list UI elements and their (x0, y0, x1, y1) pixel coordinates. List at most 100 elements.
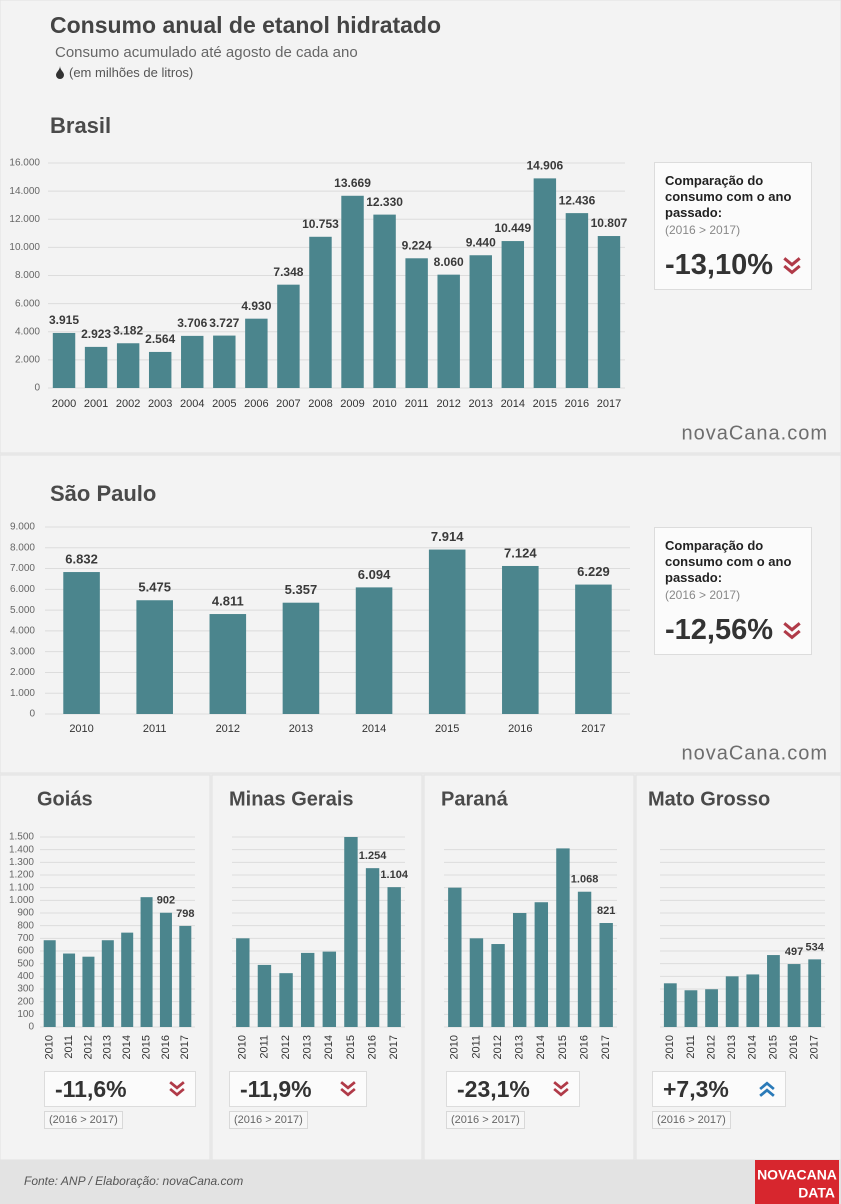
value-label: 3.706 (177, 316, 207, 330)
comparison-period: (2016 > 2017) (665, 588, 741, 602)
y-tick-label: 7.000 (10, 563, 35, 574)
x-tick-label: 2017 (600, 1035, 612, 1059)
x-tick-label: 2013 (726, 1035, 738, 1059)
bar (300, 952, 315, 1027)
bar (808, 959, 822, 1027)
x-tick-label: 2017 (388, 1035, 400, 1059)
bar (725, 976, 739, 1027)
value-label: 6.229 (577, 564, 610, 579)
bar (512, 913, 527, 1027)
x-tick-label: 2004 (180, 398, 204, 410)
comparison-box: Comparação do consumo com o ano passado:… (654, 527, 812, 655)
x-tick-label: 2016 (366, 1035, 378, 1059)
y-tick-label: 1.500 (9, 832, 34, 843)
comparison-change: -11,6% (55, 1075, 127, 1102)
bar (684, 990, 698, 1027)
logo-top: NOVACANA (757, 1167, 837, 1183)
comparison-box: Comparação do consumo com o ano passado:… (654, 162, 812, 290)
x-tick-label: 2017 (179, 1035, 191, 1059)
trend-arrow (783, 256, 801, 274)
value-label: 3.182 (113, 323, 143, 337)
bar (309, 236, 332, 388)
bar (767, 955, 780, 1027)
bar (52, 332, 76, 388)
bar (322, 951, 337, 1027)
x-tick-label: 2014 (747, 1035, 759, 1059)
bar (209, 614, 247, 714)
chevrons (783, 256, 801, 274)
y-tick-label: 1.000 (10, 688, 35, 699)
value-label: 7.914 (431, 529, 464, 544)
value-label: 2.923 (81, 327, 111, 341)
bar (140, 897, 153, 1027)
bar (344, 837, 358, 1027)
bar (575, 584, 612, 714)
section-title: Mato Grosso (648, 788, 770, 810)
x-tick-label: 2010 (237, 1035, 249, 1059)
trend-arrow (783, 621, 801, 639)
bar (705, 989, 718, 1027)
x-tick-label: 2011 (405, 398, 429, 410)
x-tick-label: 2017 (809, 1035, 821, 1059)
comparison-change: +7,3% (663, 1075, 729, 1102)
x-tick-label: 2012 (436, 398, 460, 410)
y-tick-label: 6.000 (15, 298, 40, 309)
x-tick-label: 2011 (143, 723, 167, 735)
bar (387, 887, 401, 1027)
bar (213, 335, 236, 388)
bar (82, 956, 95, 1027)
comparison-box: +7,3% (652, 1071, 786, 1107)
y-tick-label: 500 (17, 958, 34, 969)
logo-bottom: DATA (798, 1185, 835, 1201)
comparison-period: (2016 > 2017) (229, 1111, 308, 1129)
x-tick-label: 2010 (449, 1035, 461, 1059)
bar (787, 964, 801, 1027)
drop-icon (56, 66, 64, 79)
x-tick-label: 2015 (140, 1035, 152, 1059)
comparison-row: -13,10% (665, 249, 801, 282)
bar (282, 602, 320, 714)
bar (556, 848, 570, 1027)
bar (63, 953, 76, 1027)
value-label: 534 (806, 941, 825, 953)
bar (597, 236, 621, 388)
y-tick-label: 16.000 (9, 158, 40, 169)
value-label: 9.440 (466, 235, 496, 249)
x-tick-label: 2001 (84, 398, 108, 410)
x-tick-label: 2014 (323, 1035, 335, 1059)
y-tick-label: 1.300 (9, 857, 34, 868)
value-label: 2.564 (145, 332, 175, 346)
section-title: Goiás (37, 788, 93, 810)
x-tick-label: 2003 (148, 398, 172, 410)
bar (533, 178, 557, 388)
trend-arrow (553, 1081, 569, 1097)
x-tick-label: 2010 (69, 723, 93, 735)
bar (599, 923, 613, 1027)
x-tick-label: 2015 (767, 1035, 779, 1059)
bar (245, 318, 268, 388)
bar (565, 213, 589, 388)
y-tick-label: 300 (17, 984, 34, 995)
comparison-period: (2016 > 2017) (652, 1111, 731, 1129)
chevrons (340, 1081, 356, 1097)
value-label: 14.906 (527, 159, 564, 173)
chevrons (553, 1081, 569, 1097)
y-tick-label: 600 (17, 946, 34, 957)
watermark: novaCana.com (681, 742, 828, 764)
value-label: 7.124 (504, 545, 537, 560)
bar (116, 343, 140, 388)
x-tick-label: 2005 (212, 398, 236, 410)
footer-band (0, 1160, 841, 1204)
x-tick-label: 2011 (258, 1035, 270, 1059)
comparison-change: -12,56% (665, 614, 774, 646)
logo-box (755, 1160, 839, 1204)
x-tick-label: 2006 (244, 398, 268, 410)
y-tick-label: 1.100 (9, 882, 34, 893)
x-tick-label: 2010 (44, 1035, 56, 1059)
bar (148, 351, 172, 388)
comparison-row: +7,3% (663, 1076, 775, 1102)
y-tick-label: 900 (17, 908, 34, 919)
trend-arrow (759, 1081, 775, 1097)
bar (257, 964, 272, 1027)
